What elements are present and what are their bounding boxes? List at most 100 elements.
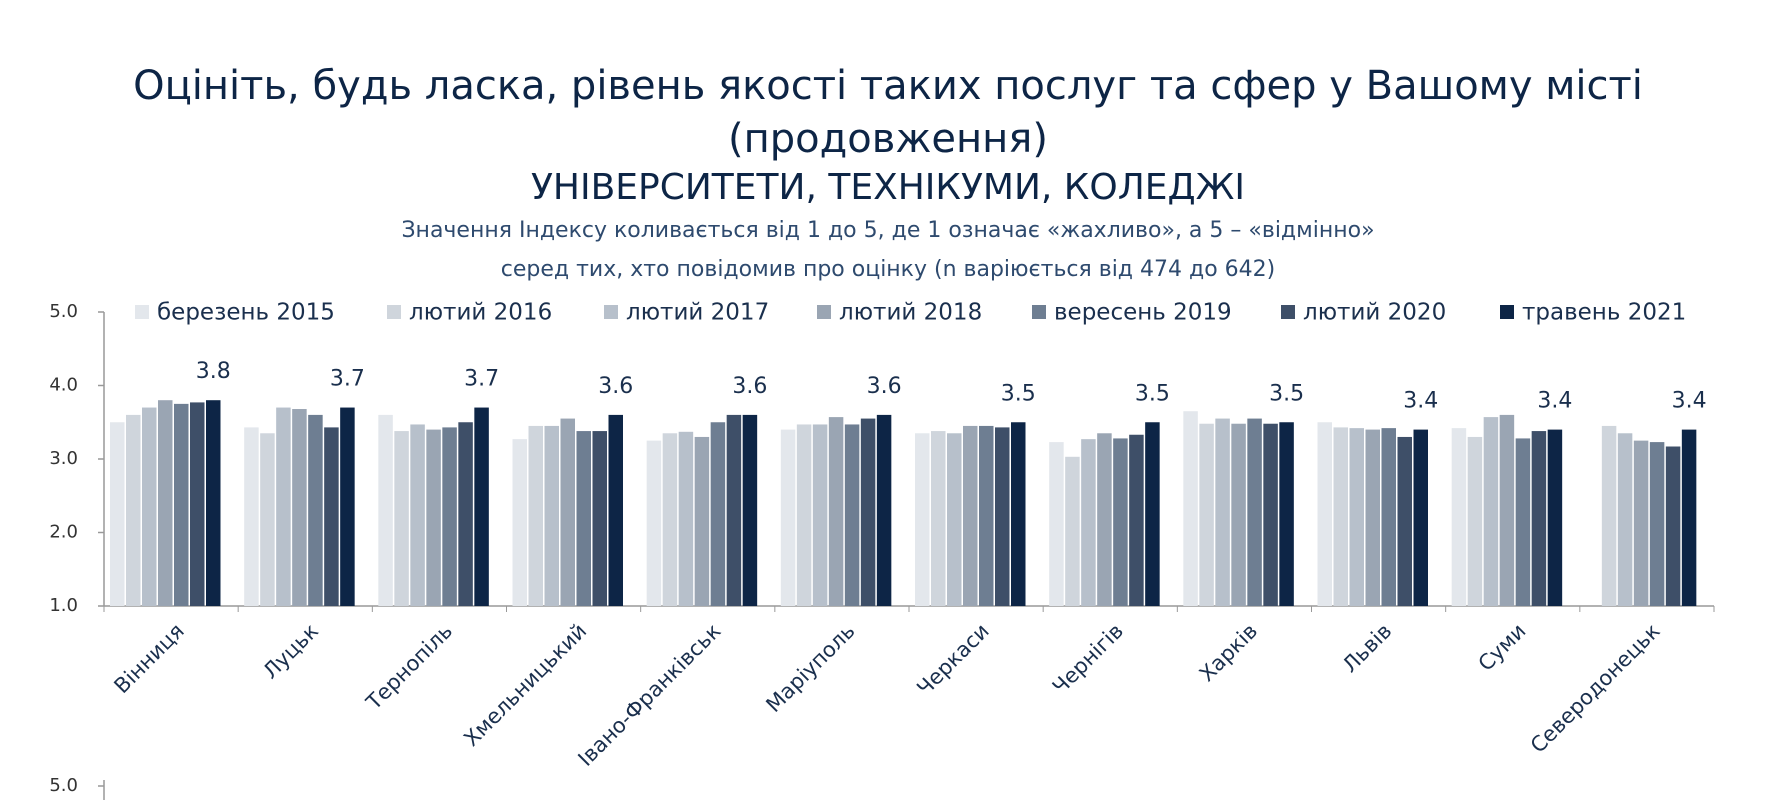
x-tick-label: Львів [1338,619,1397,678]
bar [1413,429,1428,606]
x-tick-label: Суми [1474,619,1531,676]
bar [1601,425,1617,606]
x-tick-label: Чернігів [1048,619,1128,699]
bar [1365,429,1380,606]
bar [860,418,876,606]
legend-label: лютий 2016 [409,300,552,326]
bar [110,422,125,606]
data-label: 3.5 [1269,381,1304,406]
y-tick-label: 4.0 [49,375,78,396]
bar [1263,423,1278,606]
bar [142,407,157,606]
legend-label: лютий 2018 [839,300,982,326]
data-label: 3.7 [464,367,499,392]
bar [442,427,457,606]
bar [742,414,758,606]
x-tick-label: Івано-Франківськ [573,619,725,771]
bar [378,414,393,606]
bar [995,427,1010,606]
bar [458,422,473,606]
bar [963,425,978,606]
bar [174,403,189,606]
bar [1113,438,1128,606]
bar [1333,427,1348,606]
bar [780,429,796,606]
bar [646,440,662,606]
bar [426,429,441,606]
legend-swatch [1500,305,1514,319]
bar [1547,429,1563,606]
bar [324,427,339,606]
chart-heading: УНІВЕРСИТЕТИ, ТЕХНІКУМИ, КОЛЕДЖІ [531,167,1245,208]
bar [710,422,726,606]
bar [1145,422,1160,606]
bar [726,414,742,606]
bar [1531,431,1547,606]
bar [915,433,930,606]
bar [1499,414,1515,606]
legend-swatch [817,305,831,319]
y-tick-label: 3.0 [49,448,78,469]
bar [292,409,307,606]
bar [947,433,962,606]
bar [244,427,259,606]
data-label: 3.6 [732,374,767,399]
bar [206,400,221,606]
y-tick-label: 5.0 [49,301,78,322]
bar [1649,442,1665,606]
data-label: 3.6 [867,374,902,399]
legend-swatch [135,305,149,319]
data-label: 3.5 [1135,381,1170,406]
chart-subtitle: серед тих, хто повідомив про оцінку (n в… [501,257,1275,282]
bar [694,436,710,606]
bar [1467,436,1483,606]
bar [1665,446,1681,606]
bar [528,425,543,606]
bar [190,402,205,606]
bar [876,414,892,606]
x-tick-label: Луцьк [258,619,323,684]
x-tick-label: Тернопіль [361,619,457,715]
bar [1049,442,1064,606]
bar [1199,423,1214,606]
bar [1081,439,1096,606]
bar [1279,422,1294,606]
bar [544,425,559,606]
chart-title: Оцініть, будь ласка, рівень якості таких… [133,63,1643,109]
legend-label: вересень 2019 [1054,300,1232,326]
data-label: 3.7 [330,367,365,392]
bar [1397,436,1412,606]
bar [844,424,860,606]
bar [1183,411,1198,606]
bar [340,407,355,606]
legend-swatch [1281,305,1295,319]
bar [812,424,828,606]
bar [1231,423,1246,606]
x-tick-label: Черкаси [912,619,994,701]
bar [1633,440,1649,606]
bar [979,425,994,606]
bar [796,424,812,606]
bar [1515,438,1531,606]
bar [828,417,844,606]
bar [410,424,425,606]
y-tick-label: 1.0 [49,595,78,616]
bar [1065,456,1080,606]
data-label: 3.5 [1001,381,1036,406]
legend-swatch [387,305,401,319]
bar [308,414,323,606]
bar [1011,422,1026,606]
bar [678,431,694,606]
x-tick-label: Хмельницький [459,619,591,751]
data-label: 3.4 [1672,389,1707,414]
bar [1451,428,1467,606]
bar [1129,434,1144,606]
bar [1381,428,1396,606]
legend-swatch [604,305,618,319]
chart-subtitle: Значення Індексу коливається від 1 до 5,… [401,218,1374,243]
bar [1317,422,1332,606]
bar [1097,433,1112,606]
legend-label: лютий 2020 [1303,300,1446,326]
bar [512,439,527,606]
